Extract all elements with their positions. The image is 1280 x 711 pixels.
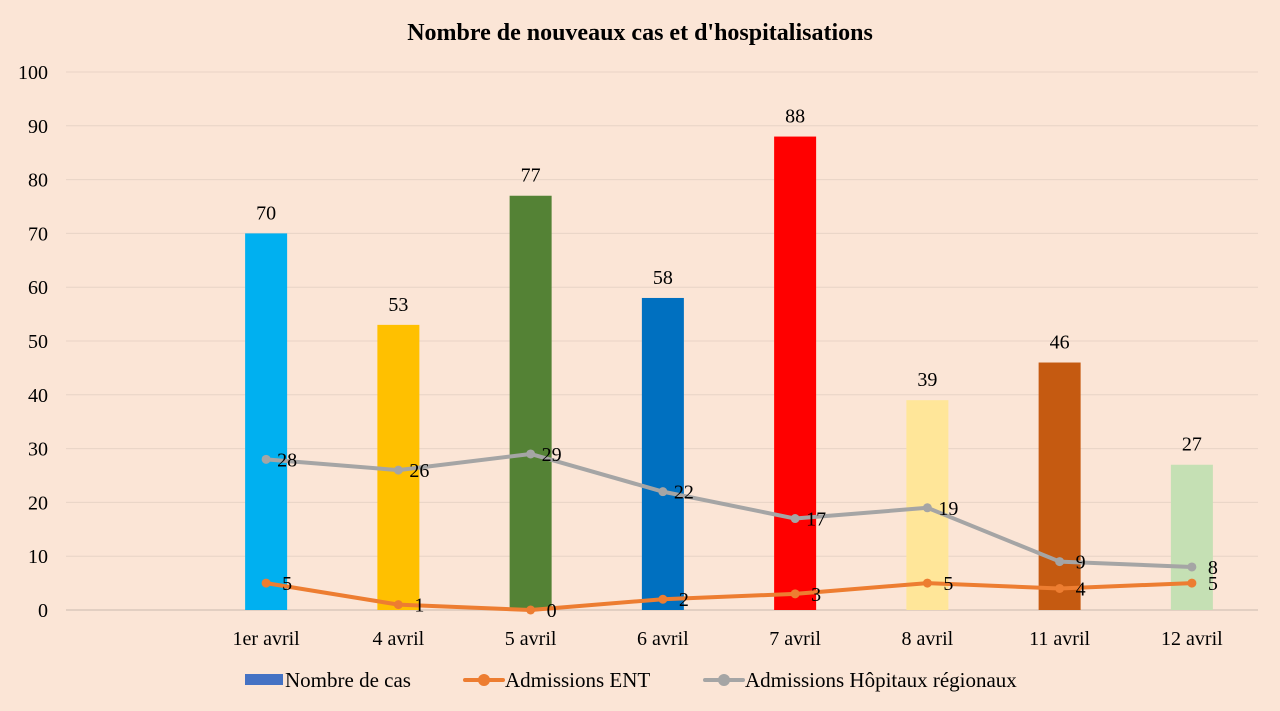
- line-point: [1187, 578, 1197, 588]
- x-tick-label: 5 avril: [505, 628, 557, 650]
- bar-series: [245, 136, 1213, 611]
- x-tick-label: 12 avril: [1161, 628, 1223, 650]
- line-value-label: 22: [674, 482, 694, 504]
- x-axis-tick-labels: 1er avril 4 avril 5 avril 6 avril 7 avril 8 a…: [233, 628, 1224, 650]
- line-point: [658, 487, 668, 497]
- y-tick-label: 90: [28, 116, 48, 138]
- bar: [509, 195, 552, 611]
- y-tick-label: 30: [28, 439, 48, 461]
- bar-value-label: 53: [388, 294, 408, 316]
- y-tick-label: 20: [28, 492, 48, 514]
- y-tick-label: 70: [28, 223, 48, 245]
- line-value-label: 28: [277, 449, 297, 471]
- line-value-label: 0: [547, 600, 557, 622]
- bar-value-label: 39: [917, 369, 937, 391]
- line-value-label: 1: [414, 595, 424, 617]
- line-value-label: 8: [1208, 557, 1218, 579]
- bar-value-label: 77: [521, 165, 541, 187]
- bar: [641, 297, 684, 610]
- bar-value-label: 70: [256, 202, 276, 224]
- y-tick-label: 40: [28, 385, 48, 407]
- line-point: [1187, 562, 1197, 572]
- legend-marker: [478, 674, 490, 686]
- line-value-label: 26: [409, 460, 429, 482]
- y-tick-label: 50: [28, 331, 48, 353]
- bar-data-labels: 70 53 77 58 88 39 46 27: [256, 106, 1202, 456]
- x-tick-label: 6 avril: [637, 628, 689, 650]
- y-tick-label: 80: [28, 170, 48, 192]
- line-point: [922, 503, 932, 513]
- line-value-label: 3: [811, 584, 821, 606]
- line-value-label: 9: [1076, 552, 1086, 574]
- line-value-label: 17: [806, 509, 826, 531]
- x-tick-label: 7 avril: [769, 628, 821, 650]
- bar-value-label: 27: [1182, 434, 1202, 456]
- chart-title: Nombre de nouveaux cas et d'hospitalisat…: [407, 20, 873, 46]
- line-point: [790, 514, 800, 524]
- line-point: [526, 449, 536, 459]
- line-series: [261, 449, 1197, 615]
- x-tick-label: 8 avril: [902, 628, 954, 650]
- y-axis-tick-labels: 0 10 20 30 40 50 60 70 80 90 100: [18, 62, 48, 622]
- series-line: [264, 581, 1194, 612]
- bar-value-label: 46: [1050, 332, 1070, 354]
- line-value-label: 5: [282, 573, 292, 595]
- legend-marker: [718, 674, 730, 686]
- line-point: [261, 578, 271, 588]
- line-value-label: 5: [943, 573, 953, 595]
- legend-label: Nombre de cas: [285, 668, 411, 692]
- y-tick-label: 100: [18, 62, 48, 84]
- legend-label: Admissions ENT: [505, 668, 650, 692]
- x-tick-label: 4 avril: [373, 628, 425, 650]
- line-value-label: 29: [542, 444, 562, 466]
- line-point: [1055, 557, 1065, 567]
- line-point: [922, 578, 932, 588]
- bar-value-label: 58: [653, 267, 673, 289]
- line-value-label: 4: [1076, 578, 1086, 600]
- x-tick-label: 11 avril: [1029, 628, 1090, 650]
- y-tick-label: 0: [38, 600, 48, 622]
- line-point: [658, 594, 668, 604]
- bar-value-label: 88: [785, 106, 805, 128]
- line-point: [526, 605, 536, 615]
- legend-swatch: [245, 674, 283, 685]
- line-value-label: 19: [938, 498, 958, 520]
- line-value-label: 2: [679, 589, 689, 611]
- x-tick-label: 1er avril: [233, 628, 301, 650]
- bar: [774, 136, 817, 610]
- series-line: [264, 451, 1194, 569]
- line-value-label: 5: [1208, 573, 1218, 595]
- bar: [245, 233, 288, 610]
- line-point: [393, 600, 403, 610]
- y-tick-label: 60: [28, 277, 48, 299]
- legend: Nombre de cas Admissions ENT Admissions Hô…: [245, 668, 1017, 692]
- bar: [1170, 464, 1213, 610]
- bar: [1038, 362, 1081, 610]
- line-point: [1055, 583, 1065, 593]
- legend-label: Admissions Hôpitaux régionaux: [745, 668, 1017, 692]
- line-point: [790, 589, 800, 599]
- line-point: [261, 454, 271, 464]
- y-tick-label: 10: [28, 546, 48, 568]
- line-point: [393, 465, 403, 475]
